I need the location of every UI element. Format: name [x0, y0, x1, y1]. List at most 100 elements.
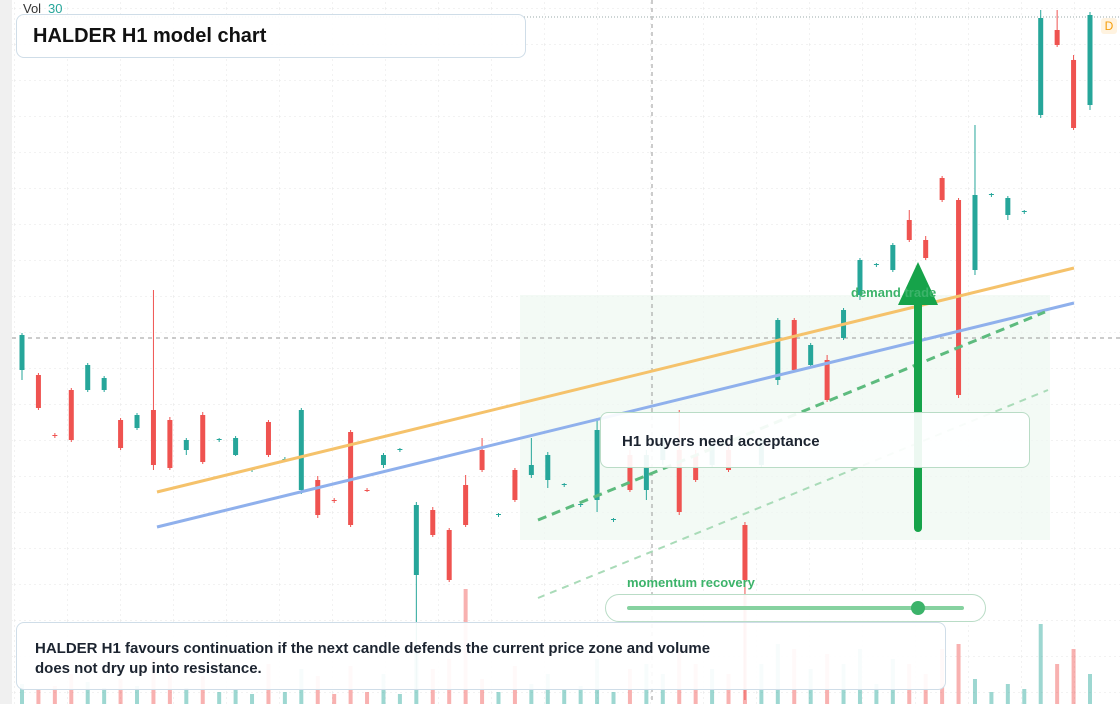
candle-body [150, 410, 156, 465]
candle-body [1005, 198, 1011, 215]
acceptance-label: H1 buyers need acceptance [622, 433, 820, 450]
candle-body [676, 450, 682, 512]
volume-bar [1022, 689, 1027, 704]
candle-body [578, 504, 584, 505]
candle-body [890, 245, 896, 270]
candle-body [380, 455, 386, 465]
volume-bar [480, 679, 485, 704]
candle-body [331, 500, 337, 501]
candle-body [167, 420, 173, 468]
candle-body [118, 420, 124, 448]
candle-body [52, 435, 58, 436]
candle-body [594, 430, 600, 500]
candle-body [479, 450, 485, 470]
volume-bar [397, 694, 402, 704]
volume-bar [85, 682, 90, 704]
candle-body [857, 260, 863, 295]
slider-thumb[interactable] [911, 601, 925, 615]
volume-bar [1088, 674, 1092, 704]
candle-body [200, 415, 206, 462]
volume-bar [332, 694, 337, 704]
volume-bar [200, 676, 205, 704]
candle-body [134, 415, 140, 428]
left-edge [0, 0, 12, 704]
candle-body [791, 320, 797, 370]
volume-bar [496, 692, 501, 704]
candle-body [808, 345, 814, 365]
volume-bar [20, 684, 24, 704]
candle-body [397, 449, 403, 450]
candle-body [495, 514, 501, 515]
volume-bar [233, 690, 238, 704]
volume-bar [102, 688, 107, 704]
candle-body [413, 505, 419, 575]
candle-body [906, 220, 912, 240]
candle-body [627, 455, 633, 490]
candle-body [85, 365, 91, 390]
volume-bar [315, 676, 320, 704]
candle-body [923, 240, 929, 258]
volume-bar [184, 688, 189, 704]
volume-bar [135, 686, 140, 704]
candle-body [315, 480, 321, 515]
candle-body [183, 440, 189, 450]
demand-label: demand trade [851, 285, 936, 300]
title-box: HALDER H1 model chart [16, 14, 526, 58]
volume-bar [1005, 684, 1010, 704]
volume-bar [217, 692, 222, 704]
arrow-head [898, 262, 938, 305]
volume-bar [529, 684, 534, 704]
candle-body [939, 178, 945, 200]
volume-bar [36, 689, 41, 704]
note: HALDER H1 favours continuation if the ne… [35, 640, 711, 677]
candle-body [972, 195, 978, 270]
badge-bg [1101, 18, 1117, 34]
candle-body [775, 320, 781, 380]
volume-bar [972, 679, 977, 704]
candle-body [742, 525, 748, 580]
candle-body [364, 490, 370, 491]
volume-bar [1071, 649, 1076, 704]
candle-body [643, 455, 649, 490]
candle-body [561, 484, 567, 485]
volume-bar [365, 692, 370, 704]
volume-bar [989, 692, 994, 704]
candle-body [528, 465, 534, 475]
volume-bar [282, 692, 287, 704]
candle-body [824, 360, 830, 400]
candle-body [1071, 60, 1077, 128]
candle-body [512, 470, 518, 500]
candle-body [68, 390, 74, 440]
candle-body [873, 264, 879, 265]
volume-bar [874, 684, 879, 704]
volume-bar [1038, 624, 1043, 704]
volume-bar [250, 694, 255, 704]
momentum-slider[interactable] [605, 594, 986, 622]
candle-body [216, 439, 222, 440]
candle-body [1021, 211, 1027, 212]
acceptance-box: H1 buyers need acceptance [600, 412, 1030, 468]
candle-body [1054, 30, 1060, 45]
momentum-label: momentum recovery [627, 575, 755, 590]
title: HALDER H1 model chart [33, 25, 267, 47]
volume-bar [611, 692, 616, 704]
volume-bar [562, 690, 567, 704]
note-box: HALDER H1 favours continuation if the ne… [16, 622, 946, 690]
candle-body [1038, 18, 1044, 115]
volume-bar [52, 686, 57, 704]
volume-bar [578, 686, 583, 704]
candle-body [1087, 15, 1093, 105]
candle-body [463, 485, 469, 525]
candle-body [430, 510, 436, 535]
badge: D [1105, 19, 1114, 33]
volume-bar [1055, 664, 1060, 704]
candle-body [298, 410, 304, 490]
vol-label: Vol [23, 1, 41, 16]
candle-body [446, 530, 452, 580]
candle-body [545, 455, 551, 480]
candle-body [101, 378, 107, 390]
candle-body [233, 438, 239, 455]
volume-bar [956, 644, 961, 704]
slider-track [627, 606, 964, 610]
